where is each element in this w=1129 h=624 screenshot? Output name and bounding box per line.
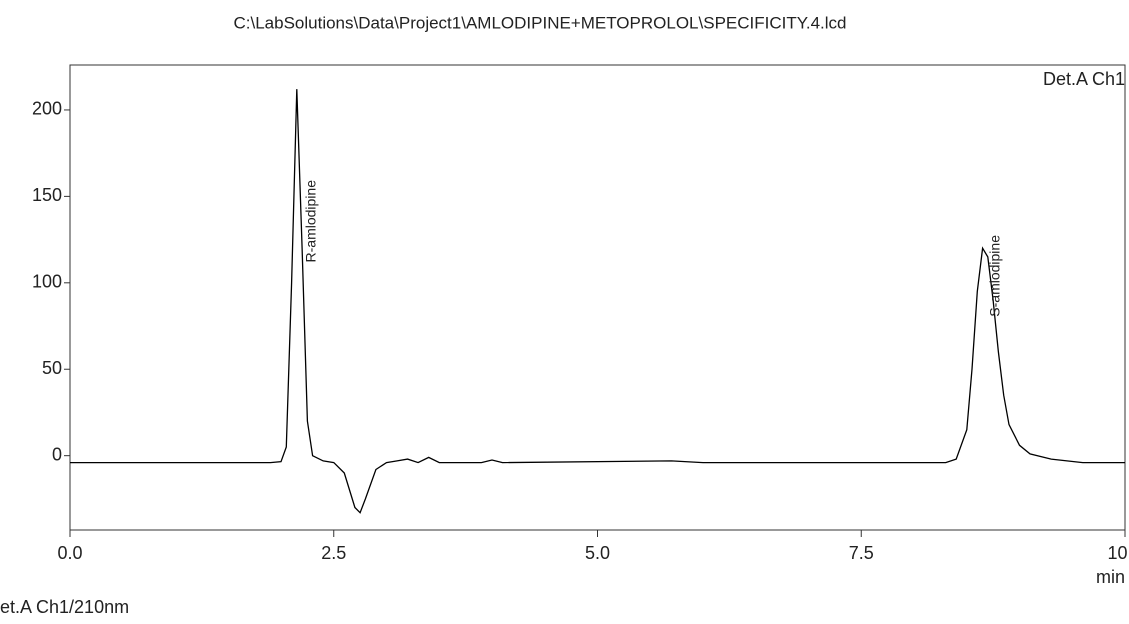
x-tick-label: 10.0: [1107, 543, 1129, 563]
chart-title: C:\LabSolutions\Data\Project1\AMLODIPINE…: [233, 13, 846, 32]
y-tick-label: 50: [42, 358, 62, 378]
x-axis-label: min: [1096, 567, 1125, 587]
trace: [70, 89, 1125, 514]
y-tick-label: 150: [32, 185, 62, 205]
channel-label: Det.A Ch1: [1043, 69, 1125, 89]
y-tick-label: 0: [52, 444, 62, 464]
x-tick-label: 7.5: [849, 543, 874, 563]
peak-label: R-amlodipine: [303, 180, 319, 263]
peak-label: S-amlodipine: [987, 235, 1003, 317]
x-tick-label: 5.0: [585, 543, 610, 563]
x-tick-label: 0.0: [57, 543, 82, 563]
x-tick-label: 2.5: [321, 543, 346, 563]
plot-frame: [69, 64, 1126, 531]
y-tick-label: 200: [32, 99, 62, 119]
y-tick-label: 100: [32, 272, 62, 292]
detector-label: et.A Ch1/210nm: [0, 597, 129, 617]
